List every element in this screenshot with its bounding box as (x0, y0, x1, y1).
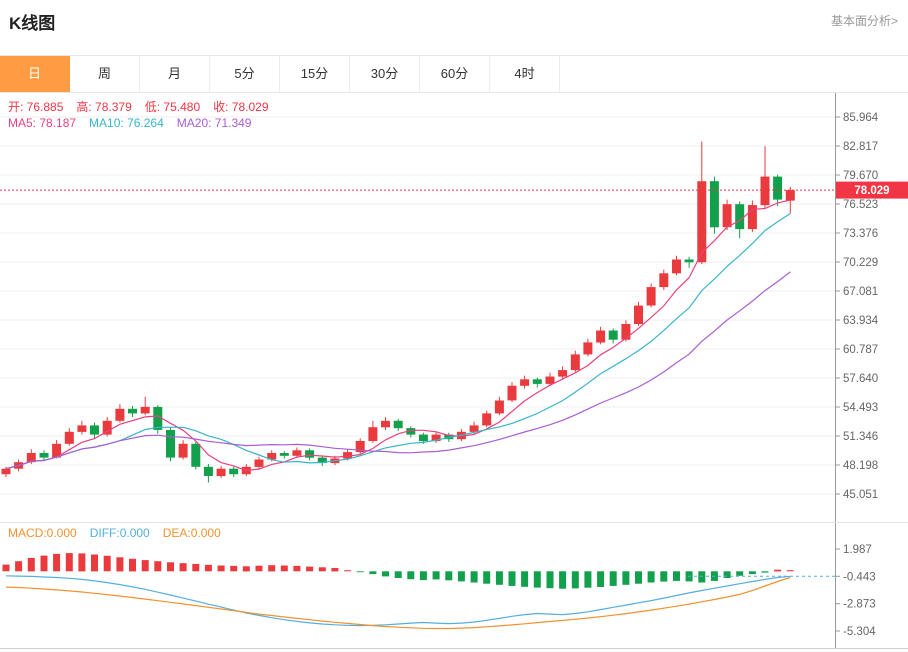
diff-value: DIFF:0.000 (89, 526, 150, 540)
svg-text:54.493: 54.493 (843, 402, 878, 414)
high-value: 高: 78.379 (76, 100, 132, 114)
svg-text:60.787: 60.787 (843, 344, 878, 356)
chart-area: 85.964 82.817 79.670 76.523 73.376 70.229 67.0… (0, 93, 908, 652)
svg-text:76.523: 76.523 (843, 199, 878, 211)
ohlc-legend: 开: 76.885 高: 78.379 低: 75.480 收: 78.029 (8, 98, 269, 115)
gridlines (0, 116, 835, 495)
macd-panel (2, 553, 835, 630)
macd-value: MACD:0.000 (8, 526, 77, 540)
ma-legend: MA5: 78.187 MA10: 76.264 MA20: 71.349 (8, 116, 251, 130)
svg-text:-2.873: -2.873 (843, 599, 876, 611)
svg-text:82.817: 82.817 (843, 141, 878, 153)
ma10-value: MA10: 76.264 (89, 116, 164, 130)
svg-text:45.051: 45.051 (843, 489, 878, 501)
page-header: K线图 基本面分析> (0, 0, 908, 55)
tab-周[interactable]: 周 (70, 56, 140, 92)
timeframe-tabs: 日周月 5分 15分 30分 60分 4时 (0, 55, 908, 93)
svg-text:67.081: 67.081 (843, 286, 878, 298)
svg-text:79.670: 79.670 (843, 170, 878, 182)
tab-15分[interactable]: 15分 (280, 56, 350, 92)
tab-30分[interactable]: 30分 (350, 56, 420, 92)
tab-60分[interactable]: 60分 (420, 56, 490, 92)
tab-日[interactable]: 日 (0, 56, 70, 92)
svg-text:70.229: 70.229 (843, 257, 878, 269)
y-axis: 85.964 82.817 79.670 76.523 73.376 70.229 67.0… (0, 93, 908, 649)
low-value: 低: 75.480 (144, 100, 201, 114)
candlesticks (1, 141, 795, 483)
open-value: 开: 76.885 (8, 100, 64, 114)
dea-value: DEA:0.000 (162, 526, 221, 540)
current-price-tag (836, 181, 908, 199)
ma-lines (5, 199, 791, 472)
svg-text:57.640: 57.640 (843, 373, 878, 385)
svg-text:85.964: 85.964 (843, 112, 879, 124)
svg-text:63.934: 63.934 (843, 315, 879, 327)
fundamental-analysis-link[interactable]: 基本面分析> (830, 14, 898, 28)
svg-text:1.987: 1.987 (843, 544, 872, 556)
svg-text:-5.304: -5.304 (843, 626, 876, 638)
tab-4时[interactable]: 4时 (490, 56, 560, 92)
tab-5分[interactable]: 5分 (210, 56, 280, 92)
svg-text:48.198: 48.198 (843, 460, 878, 472)
svg-text:-0.443: -0.443 (843, 571, 876, 583)
ma5-value: MA5: 78.187 (8, 116, 77, 130)
macd-legend: MACD:0.000 DIFF:0.000 DEA:0.000 (8, 526, 221, 540)
tab-月[interactable]: 月 (140, 56, 210, 92)
kline-chart: 85.964 82.817 79.670 76.523 73.376 70.229 67.0… (0, 93, 908, 649)
current-price-overlay: 78.029 (0, 181, 908, 199)
current-price-tag-value: 78.029 (854, 185, 889, 197)
page-title: K线图 (9, 14, 56, 33)
svg-text:73.376: 73.376 (843, 228, 878, 240)
svg-text:51.346: 51.346 (843, 431, 878, 443)
ma20-value: MA20: 71.349 (176, 116, 252, 130)
close-value: 收: 78.029 (213, 100, 269, 114)
